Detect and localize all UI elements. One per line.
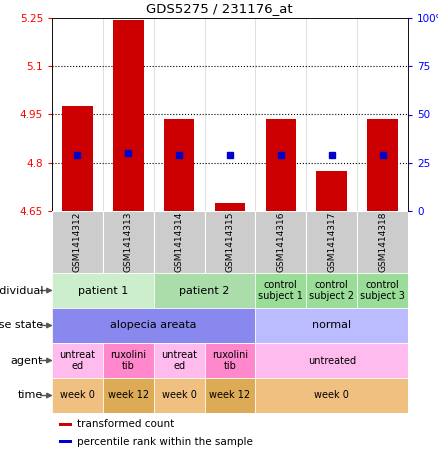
Bar	[154, 211, 205, 273]
Text: disease state: disease state	[0, 321, 43, 331]
Bar	[52, 378, 103, 413]
Bar	[255, 378, 408, 413]
Text: untreat
ed: untreat ed	[161, 350, 197, 371]
Text: patient 2: patient 2	[180, 285, 230, 295]
Bar	[205, 343, 255, 378]
Bar	[317, 171, 347, 211]
Text: GSM1414313: GSM1414313	[124, 212, 133, 272]
Text: week 0: week 0	[162, 390, 197, 400]
Bar	[59, 423, 71, 426]
Bar	[215, 203, 245, 211]
Bar	[367, 119, 398, 211]
Bar	[357, 273, 408, 308]
Text: week 0: week 0	[314, 390, 349, 400]
Bar	[154, 343, 205, 378]
Text: week 12: week 12	[108, 390, 149, 400]
Bar	[154, 273, 255, 308]
Bar	[52, 211, 103, 273]
Text: untreat
ed: untreat ed	[60, 350, 95, 371]
Bar	[255, 273, 306, 308]
Text: week 12: week 12	[209, 390, 251, 400]
Bar	[62, 106, 93, 211]
Text: GSM1414315: GSM1414315	[226, 212, 234, 272]
Bar	[255, 308, 408, 343]
Bar	[103, 211, 154, 273]
Bar	[154, 378, 205, 413]
Text: GSM1414317: GSM1414317	[327, 212, 336, 272]
Text: untreated: untreated	[307, 356, 356, 366]
Bar	[52, 273, 154, 308]
Text: ruxolini
tib: ruxolini tib	[212, 350, 248, 371]
Text: individual: individual	[0, 285, 43, 295]
Bar	[59, 440, 71, 443]
Text: GSM1414314: GSM1414314	[175, 212, 184, 272]
Text: control
subject 1: control subject 1	[258, 280, 303, 301]
Bar	[265, 119, 296, 211]
Bar	[357, 211, 408, 273]
Text: normal: normal	[312, 321, 351, 331]
Text: alopecia areata: alopecia areata	[110, 321, 197, 331]
Bar	[205, 211, 255, 273]
Bar	[205, 378, 255, 413]
Text: GSM1414318: GSM1414318	[378, 212, 387, 272]
Bar	[113, 19, 144, 211]
Text: GDS5275 / 231176_at: GDS5275 / 231176_at	[146, 3, 292, 15]
Text: time: time	[18, 390, 43, 400]
Bar	[103, 343, 154, 378]
Text: control
subject 3: control subject 3	[360, 280, 405, 301]
Bar	[103, 378, 154, 413]
Text: percentile rank within the sample: percentile rank within the sample	[77, 437, 253, 447]
Bar	[255, 343, 408, 378]
Text: week 0: week 0	[60, 390, 95, 400]
Bar	[255, 211, 306, 273]
Text: agent: agent	[11, 356, 43, 366]
Text: control
subject 2: control subject 2	[309, 280, 354, 301]
Text: patient 1: patient 1	[78, 285, 128, 295]
Text: ruxolini
tib: ruxolini tib	[110, 350, 146, 371]
Bar	[164, 119, 194, 211]
Bar	[306, 211, 357, 273]
Bar	[52, 308, 255, 343]
Bar	[306, 273, 357, 308]
Text: GSM1414312: GSM1414312	[73, 212, 82, 272]
Text: transformed count: transformed count	[77, 419, 174, 429]
Bar	[52, 343, 103, 378]
Text: GSM1414316: GSM1414316	[276, 212, 286, 272]
